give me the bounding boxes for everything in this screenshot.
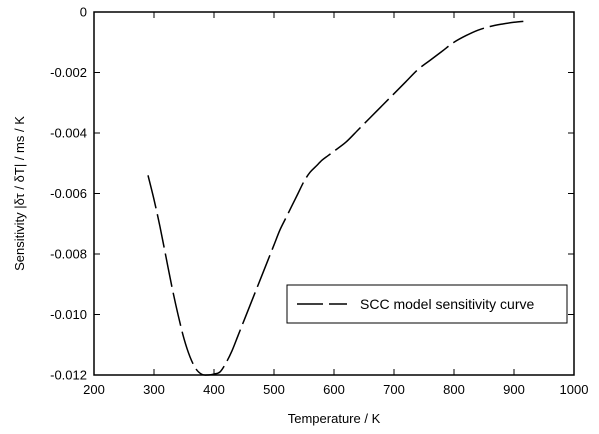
x-tick-label: 300 <box>143 382 165 397</box>
legend-label: SCC model sensitivity curve <box>360 296 534 312</box>
x-tick-label: 500 <box>263 382 285 397</box>
x-tick-label: 1000 <box>560 382 589 397</box>
series-line-scc-model <box>147 20 527 376</box>
y-tick-label: -0.012 <box>50 368 87 383</box>
x-tick-label: 700 <box>383 382 405 397</box>
x-tick-label: 900 <box>503 382 525 397</box>
y-tick-label: -0.010 <box>50 307 87 322</box>
x-axis-ticks <box>93 12 575 375</box>
x-tick-label: 400 <box>203 382 225 397</box>
plot-frame <box>93 11 575 376</box>
legend: SCC model sensitivity curve <box>286 284 568 324</box>
x-tick-label: 800 <box>443 382 465 397</box>
y-tick-label: -0.006 <box>50 186 87 201</box>
y-tick-label: -0.004 <box>50 126 87 141</box>
y-tick-label: 0 <box>80 5 87 20</box>
x-tick-label: 600 <box>323 382 345 397</box>
x-tick-label: 200 <box>83 382 105 397</box>
y-axis-label: Sensitivity |δτ / δT| / ms / K <box>12 116 27 271</box>
x-axis-label: Temperature / K <box>288 411 381 426</box>
y-tick-label: -0.008 <box>50 247 87 262</box>
y-tick-label: -0.002 <box>50 65 87 80</box>
x-axis-tick-labels: 200 300 400 500 600 700 800 900 1000 <box>83 382 588 397</box>
y-axis-tick-labels: 0 -0.002 -0.004 -0.006 -0.008 -0.010 -0.012 <box>50 5 87 383</box>
